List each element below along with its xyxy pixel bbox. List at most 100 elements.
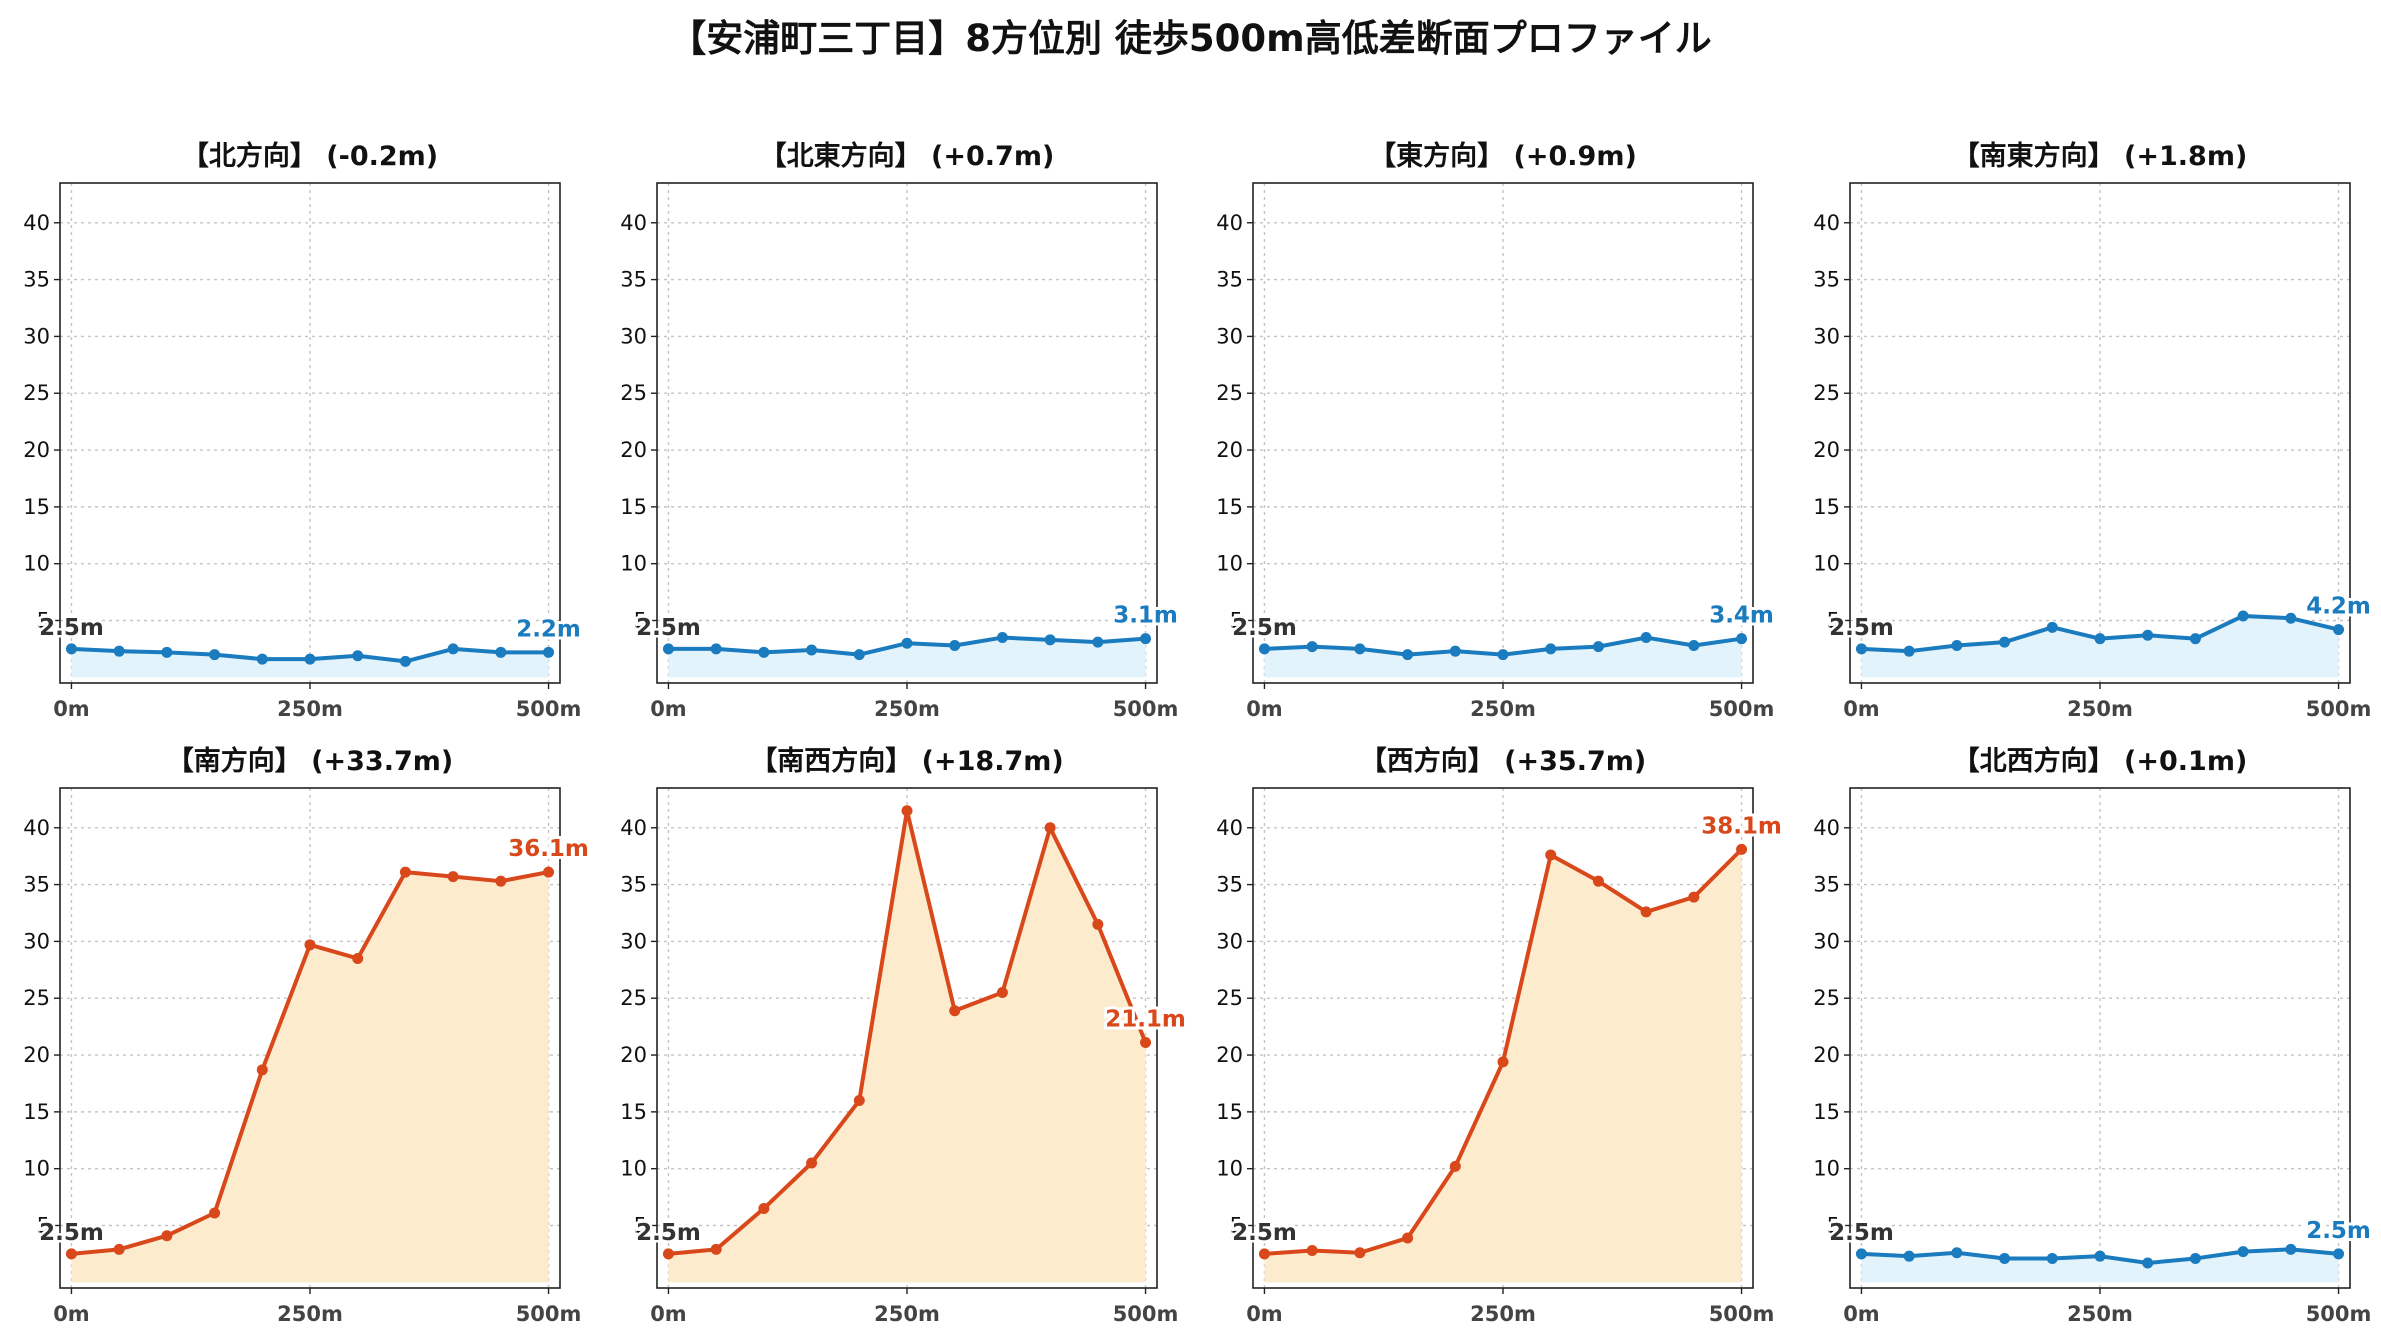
- data-point: [352, 952, 364, 964]
- data-point: [901, 805, 913, 817]
- start-elevation-label: 2.5m: [39, 1220, 104, 1246]
- y-tick-label: 30: [620, 324, 647, 348]
- area-fill: [1861, 615, 2339, 678]
- x-tick-label: 0m: [53, 697, 90, 721]
- y-tick-label: 30: [620, 929, 647, 953]
- x-tick-label: 250m: [2067, 1302, 2133, 1326]
- data-point: [901, 637, 913, 649]
- y-tick-label: 20: [1813, 438, 1840, 462]
- data-point: [65, 1248, 77, 1260]
- start-elevation-label: 2.5m: [39, 615, 104, 641]
- figure-title: 【安浦町三丁目】8方位別 徒歩500m高低差断面プロファイル: [669, 17, 1712, 60]
- end-elevation-label: 3.4m: [1709, 603, 1774, 629]
- x-tick-label: 0m: [1246, 697, 1283, 721]
- panel-title: 【西方向】 (+35.7m): [1360, 745, 1646, 777]
- x-tick-label: 250m: [2067, 697, 2133, 721]
- y-tick-label: 35: [1813, 268, 1840, 292]
- data-point: [1545, 643, 1557, 655]
- y-tick-label: 40: [1813, 816, 1840, 840]
- y-tick-label: 15: [620, 495, 647, 519]
- data-point: [996, 987, 1008, 999]
- y-tick-label: 25: [1813, 381, 1840, 405]
- data-point: [662, 1248, 674, 1260]
- data-point: [2094, 1250, 2106, 1262]
- data-point: [1092, 636, 1104, 648]
- plot-frame: [1252, 182, 1754, 684]
- x-tick-label: 0m: [1843, 697, 1880, 721]
- data-point: [758, 1202, 770, 1214]
- y-tick-label: 40: [1216, 816, 1243, 840]
- plot-frame: [59, 182, 561, 684]
- y-tick-label: 35: [1813, 873, 1840, 897]
- panel-title: 【東方向】 (+0.9m): [1369, 140, 1637, 172]
- y-tick-label: 20: [23, 438, 50, 462]
- x-tick-label: 0m: [53, 1302, 90, 1326]
- data-point: [113, 1243, 125, 1255]
- data-point: [304, 653, 316, 665]
- chart-panel-4: 【南東方向】 (+1.8m) 5 10 15 20 25 30 35 40 0m 250m 500m 2…: [1813, 140, 2374, 721]
- start-elevation-label: 2.5m: [1829, 1220, 1894, 1246]
- data-point: [161, 646, 173, 658]
- y-tick-label: 15: [1216, 495, 1243, 519]
- y-tick-label: 40: [620, 816, 647, 840]
- data-point: [2333, 1248, 2345, 1260]
- chart-panel-1: 【北方向】 (-0.2m) 5 10 15 20 25 30 35 40 0m 250m 500m 2.…: [23, 140, 584, 721]
- data-point: [161, 1230, 173, 1242]
- data-point: [1140, 1037, 1152, 1049]
- data-point: [1140, 633, 1152, 645]
- data-point: [495, 646, 507, 658]
- plot-frame: [656, 182, 1158, 684]
- end-elevation-label: 21.1m: [1105, 1007, 1186, 1033]
- chart-panel-7: 【西方向】 (+35.7m) 5 10 15 20 25 30 35 40 0m 250m 500m 2…: [1216, 745, 1785, 1326]
- x-tick-label: 250m: [1470, 697, 1536, 721]
- data-point: [447, 643, 459, 655]
- y-tick-label: 20: [1216, 438, 1243, 462]
- y-tick-label: 15: [620, 1100, 647, 1124]
- data-point: [2237, 1246, 2249, 1258]
- data-point: [1999, 636, 2011, 648]
- data-point: [1044, 634, 1056, 646]
- area-fill: [668, 637, 1146, 678]
- y-tick-label: 40: [23, 211, 50, 235]
- data-point: [495, 875, 507, 887]
- data-point: [2189, 1252, 2201, 1264]
- data-point: [1545, 849, 1557, 861]
- data-point: [2285, 612, 2297, 624]
- data-point: [710, 1243, 722, 1255]
- data-point: [806, 1157, 818, 1169]
- data-point: [1258, 1248, 1270, 1260]
- y-tick-label: 20: [1216, 1043, 1243, 1067]
- start-elevation-label: 2.5m: [636, 1220, 701, 1246]
- data-point: [1402, 1232, 1414, 1244]
- data-point: [1640, 906, 1652, 918]
- data-point: [1354, 1247, 1366, 1259]
- data-point: [949, 640, 961, 651]
- y-tick-label: 10: [1813, 1157, 1840, 1181]
- y-tick-label: 25: [1216, 381, 1243, 405]
- data-point: [1688, 891, 1700, 903]
- data-point: [2237, 610, 2249, 622]
- y-tick-label: 25: [620, 381, 647, 405]
- y-tick-label: 15: [1813, 495, 1840, 519]
- data-point: [1449, 1160, 1461, 1172]
- data-point: [399, 655, 411, 667]
- y-tick-label: 30: [23, 929, 50, 953]
- start-elevation-label: 2.5m: [1232, 615, 1297, 641]
- y-tick-label: 10: [23, 1157, 50, 1181]
- data-point: [1999, 1252, 2011, 1264]
- data-point: [1592, 641, 1604, 653]
- data-point: [2094, 633, 2106, 645]
- y-tick-label: 40: [1813, 211, 1840, 235]
- data-point: [447, 871, 459, 883]
- data-point: [352, 650, 364, 662]
- data-point: [543, 646, 555, 658]
- y-tick-label: 35: [23, 873, 50, 897]
- data-point: [2046, 621, 2058, 633]
- x-tick-label: 250m: [1470, 1302, 1536, 1326]
- start-elevation-label: 2.5m: [636, 615, 701, 641]
- data-point: [2142, 1257, 2154, 1269]
- x-tick-label: 500m: [516, 1302, 582, 1326]
- data-point: [399, 866, 411, 878]
- y-tick-label: 20: [1813, 1043, 1840, 1067]
